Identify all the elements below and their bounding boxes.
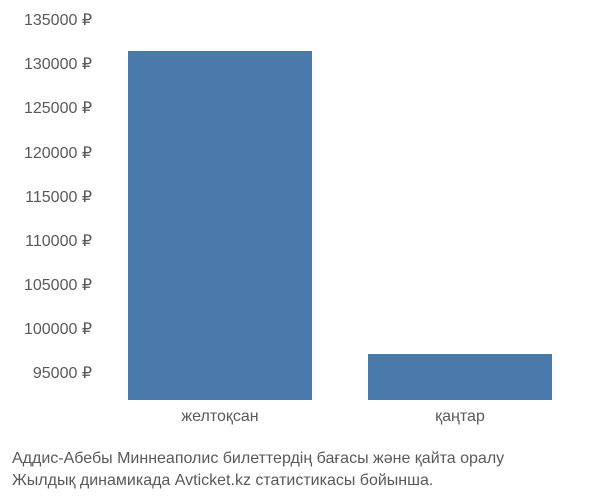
y-tick-label: 110000 ₽ [4, 231, 92, 251]
plot-area [100, 20, 580, 400]
bar [368, 354, 553, 400]
y-tick-label: 95000 ₽ [4, 363, 92, 383]
y-tick-label: 105000 ₽ [4, 275, 92, 295]
x-tick-label: қаңтар [435, 408, 485, 426]
price-bar-chart: 95000 ₽ 100000 ₽ 105000 ₽ 110000 ₽ 115000 ₽ 1… [0, 0, 600, 500]
y-tick-label: 135000 ₽ [4, 10, 92, 30]
caption-line-1: Аддис-Абебы Миннеаполис билеттердің баға… [12, 448, 504, 470]
y-tick-label: 120000 ₽ [4, 143, 92, 163]
chart-caption: Аддис-Абебы Миннеаполис билеттердің баға… [12, 448, 504, 491]
y-tick-label: 125000 ₽ [4, 98, 92, 118]
bar [128, 51, 313, 400]
x-tick-label: желтоқсан [181, 408, 258, 426]
y-tick-label: 130000 ₽ [4, 54, 92, 74]
y-tick-label: 100000 ₽ [4, 319, 92, 339]
caption-line-2: Жылдық динамикада Avticket.kz статистика… [12, 470, 504, 492]
y-tick-label: 115000 ₽ [4, 187, 92, 207]
